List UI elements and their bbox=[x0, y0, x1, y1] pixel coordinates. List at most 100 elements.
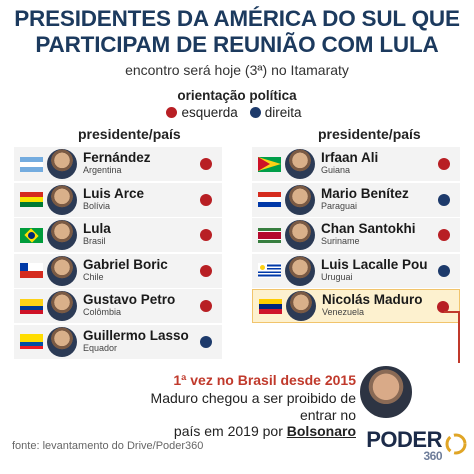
president-country: Brasil bbox=[83, 236, 106, 247]
note-body-emph: Bolsonaro bbox=[286, 423, 356, 439]
president-names: Guillermo Lasso Equador bbox=[83, 329, 189, 355]
legend-right-dot bbox=[249, 107, 261, 118]
avatar bbox=[47, 220, 77, 251]
president-name: Guillermo Lasso bbox=[83, 327, 189, 343]
orientation-dot bbox=[438, 193, 450, 206]
bolivia-flag-icon bbox=[20, 192, 43, 208]
president-row: Mario Benítez Paraguai bbox=[252, 182, 460, 217]
president-names: Luis Lacalle Pou Uruguai bbox=[321, 258, 428, 284]
note-body-line-2: país em 2019 por Bolsonaro bbox=[150, 423, 356, 440]
avatar bbox=[47, 291, 77, 322]
note-body-line-2-prefix: país em 2019 por bbox=[173, 423, 287, 439]
title-line-2: PARTICIPAM DE REUNIÃO COM LULA bbox=[35, 32, 439, 57]
left-column: Fernández Argentina Luis Arce Bolívia Lula Br… bbox=[14, 147, 222, 361]
president-row: Irfaan Ali Guiana bbox=[252, 147, 460, 181]
colombia-flag-icon bbox=[20, 298, 43, 314]
right-column-header: presidente/país bbox=[318, 126, 421, 142]
argentina-flag-icon bbox=[20, 156, 43, 172]
avatar bbox=[47, 149, 77, 179]
source-note: fonte: levantamento do Drive/Poder360 bbox=[12, 440, 204, 452]
president-names: Fernández Argentina bbox=[83, 151, 151, 177]
president-country: Guiana bbox=[321, 165, 351, 175]
president-row: Luis Lacalle Pou Uruguai bbox=[252, 253, 460, 288]
title: PRESIDENTES DA AMÉRICA DO SUL QUE PARTIC… bbox=[0, 6, 474, 58]
president-country: Venezuela bbox=[322, 307, 365, 318]
president-name: Gustavo Petro bbox=[83, 292, 176, 308]
president-row: Fernández Argentina bbox=[14, 147, 222, 181]
president-country: Suriname bbox=[321, 236, 360, 247]
connector-vertical bbox=[458, 311, 460, 363]
president-country: Chile bbox=[83, 271, 104, 282]
note-body: Maduro chegou a ser proibido de entrar n… bbox=[150, 390, 356, 440]
president-row: Gustavo Petro Colômbia bbox=[14, 289, 222, 324]
president-row: Luis Arce Bolívia bbox=[14, 182, 222, 217]
president-name: Mario Benítez bbox=[321, 185, 409, 201]
avatar bbox=[47, 255, 77, 286]
president-row: Nicolás Maduro Venezuela bbox=[252, 289, 460, 324]
president-names: Irfaan Ali Guiana bbox=[321, 151, 378, 177]
ecuador-flag-icon bbox=[20, 334, 43, 350]
orientation-dot bbox=[200, 193, 212, 206]
president-row: Gabriel Boric Chile bbox=[14, 253, 222, 288]
note: 1ª vez no Brasil desde 2015 Maduro chego… bbox=[150, 372, 356, 440]
president-row: Guillermo Lasso Equador bbox=[14, 324, 222, 359]
president-row: Chan Santokhi Suriname bbox=[252, 218, 460, 253]
legend: esquerda direita bbox=[0, 105, 474, 120]
title-line-1: PRESIDENTES DA AMÉRICA DO SUL QUE bbox=[14, 6, 460, 31]
president-row: Lula Brasil bbox=[14, 218, 222, 253]
president-country: Paraguai bbox=[321, 200, 358, 211]
president-name: Lula bbox=[83, 221, 111, 237]
orientation-dot bbox=[438, 158, 450, 170]
legend-right: direita bbox=[249, 105, 302, 120]
legend-right-label: direita bbox=[264, 105, 302, 120]
president-names: Nicolás Maduro Venezuela bbox=[322, 293, 423, 319]
president-country: Argentina bbox=[83, 165, 122, 175]
legend-left: esquerda bbox=[166, 105, 238, 120]
avatar bbox=[286, 291, 316, 322]
avatar bbox=[285, 149, 315, 179]
paraguay-flag-icon bbox=[258, 192, 281, 208]
president-name: Irfaan Ali bbox=[321, 150, 379, 165]
note-body-line-1: Maduro chegou a ser proibido de entrar n… bbox=[150, 390, 356, 423]
orientation-dot bbox=[437, 301, 449, 314]
guyana-flag-icon bbox=[258, 156, 281, 172]
avatar bbox=[285, 184, 315, 215]
orientation-dot bbox=[200, 335, 212, 348]
president-name: Luis Arce bbox=[83, 185, 145, 201]
president-country: Uruguai bbox=[321, 271, 353, 282]
chile-flag-icon bbox=[20, 263, 43, 279]
logo-mark bbox=[445, 433, 467, 455]
president-name: Fernández bbox=[83, 150, 151, 165]
legend-title: orientação política bbox=[177, 88, 297, 103]
president-names: Chan Santokhi Suriname bbox=[321, 222, 416, 248]
president-name: Nicolás Maduro bbox=[322, 292, 423, 308]
uruguay-flag-icon bbox=[258, 263, 281, 279]
right-column: Irfaan Ali Guiana Mario Benítez Paraguai Cha… bbox=[252, 147, 460, 325]
president-names: Mario Benítez Paraguai bbox=[321, 185, 409, 213]
president-name: Luis Lacalle Pou bbox=[321, 256, 428, 272]
president-name: Chan Santokhi bbox=[321, 221, 416, 237]
orientation-dot bbox=[438, 229, 450, 242]
legend-left-label: esquerda bbox=[181, 105, 238, 120]
orientation-dot bbox=[200, 300, 212, 313]
president-country: Equador bbox=[83, 342, 118, 353]
president-country: Colômbia bbox=[83, 307, 122, 318]
brazil-flag-icon bbox=[20, 227, 43, 243]
president-names: Gabriel Boric Chile bbox=[83, 258, 168, 284]
avatar bbox=[47, 184, 77, 215]
avatar bbox=[47, 326, 77, 357]
logo-main: PODER bbox=[366, 427, 442, 452]
subtitle: encontro será hoje (3ª) no Itamaraty bbox=[125, 62, 349, 78]
president-country: Bolívia bbox=[83, 200, 111, 211]
left-column-header: presidente/país bbox=[78, 126, 181, 142]
logo: PODER 360 bbox=[366, 427, 442, 463]
orientation-dot bbox=[200, 229, 212, 242]
president-names: Lula Brasil bbox=[83, 222, 111, 248]
avatar bbox=[285, 220, 315, 251]
bolsonaro-photo bbox=[358, 364, 414, 420]
orientation-dot bbox=[200, 264, 212, 277]
orientation-dot bbox=[200, 158, 212, 170]
logo-sub: 360 bbox=[423, 449, 442, 463]
legend-left-dot bbox=[166, 107, 178, 118]
suriname-flag-icon bbox=[258, 227, 281, 243]
